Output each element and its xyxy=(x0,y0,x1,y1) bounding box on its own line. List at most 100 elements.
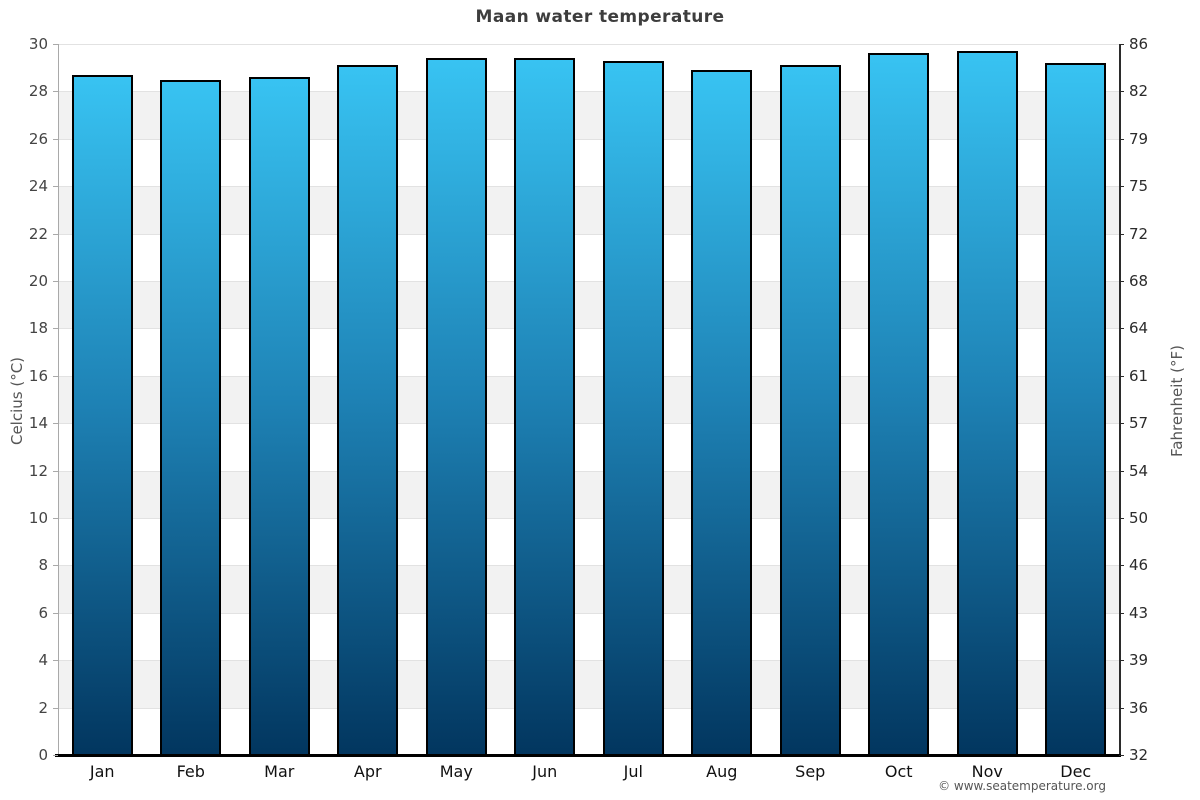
fahrenheit-tick-43: 43 xyxy=(1129,603,1149,622)
x-tick-sep: Sep xyxy=(795,762,826,781)
celsius-tick-22: 22 xyxy=(28,224,48,243)
gridline-6c xyxy=(58,612,1120,614)
fahrenheit-tick-79: 79 xyxy=(1129,129,1149,148)
x-tick-apr: Apr xyxy=(353,762,382,781)
bar-jul xyxy=(602,60,664,755)
bar-oct xyxy=(868,53,930,755)
celsius-tick-mark xyxy=(53,44,58,45)
x-tick-aug: Aug xyxy=(706,762,738,781)
celsius-tick-2: 2 xyxy=(38,698,48,717)
gridline-12c xyxy=(58,470,1120,472)
fahrenheit-tick-mark xyxy=(1119,233,1124,235)
fahrenheit-tick-39: 39 xyxy=(1129,651,1149,670)
fahrenheit-tick-86: 86 xyxy=(1129,35,1149,53)
copyright-text: © www.seatemperature.org xyxy=(938,779,1106,793)
x-tick-oct: Oct xyxy=(884,762,913,781)
celsius-tick-10: 10 xyxy=(28,509,48,527)
celsius-tick-mark xyxy=(53,281,58,282)
celsius-tick-30: 30 xyxy=(28,35,48,53)
bar-dec xyxy=(1045,62,1107,755)
fahrenheit-tick-mark xyxy=(1119,186,1124,188)
celsius-tick-24: 24 xyxy=(28,177,48,196)
fahrenheit-tick-mark xyxy=(1119,660,1124,662)
fahrenheit-tick-mark xyxy=(1119,612,1124,614)
celsius-tick-20: 20 xyxy=(28,272,48,290)
celsius-tick-mark xyxy=(53,423,58,425)
celsius-tick-mark xyxy=(53,518,58,519)
plot-area xyxy=(58,44,1120,755)
fahrenheit-tick-46: 46 xyxy=(1129,556,1149,575)
gridline-8c xyxy=(58,565,1120,567)
celsius-tick-mark xyxy=(53,375,58,377)
gridline-14c xyxy=(58,423,1120,425)
x-tick-may: May xyxy=(439,762,473,781)
celsius-tick-mark xyxy=(53,660,58,662)
y-axis-label-celsius: Celcius (°C) xyxy=(8,356,26,446)
fahrenheit-tick-mark xyxy=(1119,518,1124,519)
fahrenheit-tick-32: 32 xyxy=(1129,746,1149,764)
fahrenheit-tick-72: 72 xyxy=(1129,224,1149,243)
background-band xyxy=(58,375,1120,424)
fahrenheit-tick-mark xyxy=(1119,470,1124,472)
fahrenheit-tick-50: 50 xyxy=(1129,509,1149,527)
celsius-tick-12: 12 xyxy=(28,461,48,480)
celsius-tick-14: 14 xyxy=(28,414,48,433)
bar-nov xyxy=(956,51,1018,755)
background-band xyxy=(58,660,1120,708)
bar-apr xyxy=(337,65,399,755)
celsius-tick-6: 6 xyxy=(38,603,48,622)
y-axis-line-left xyxy=(58,44,59,755)
gridline-20c xyxy=(58,281,1120,282)
fahrenheit-tick-57: 57 xyxy=(1129,414,1149,433)
fahrenheit-tick-mark xyxy=(1119,281,1124,282)
celsius-tick-mark xyxy=(53,233,58,235)
bar-jun xyxy=(514,58,576,755)
fahrenheit-tick-mark xyxy=(1119,707,1124,709)
fahrenheit-tick-mark xyxy=(1119,423,1124,425)
celsius-tick-26: 26 xyxy=(28,129,48,148)
fahrenheit-tick-mark xyxy=(1119,44,1124,45)
x-tick-feb: Feb xyxy=(176,762,205,781)
fahrenheit-tick-68: 68 xyxy=(1129,272,1149,290)
fahrenheit-tick-mark xyxy=(1119,328,1124,330)
celsius-tick-mark xyxy=(53,91,58,93)
fahrenheit-tick-54: 54 xyxy=(1129,461,1149,480)
fahrenheit-tick-64: 64 xyxy=(1129,319,1149,338)
gridline-24c xyxy=(58,186,1120,188)
x-tick-nov: Nov xyxy=(971,762,1003,781)
bar-may xyxy=(425,58,487,755)
celsius-tick-18: 18 xyxy=(28,319,48,338)
fahrenheit-tick-75: 75 xyxy=(1129,177,1149,196)
x-tick-jul: Jul xyxy=(623,762,643,781)
celsius-tick-16: 16 xyxy=(28,366,48,385)
gridline-26c xyxy=(58,138,1120,140)
celsius-tick-mark xyxy=(53,755,58,756)
x-tick-jun: Jun xyxy=(532,762,558,781)
fahrenheit-tick-mark xyxy=(1119,375,1124,377)
celsius-tick-mark xyxy=(53,328,58,330)
bar-feb xyxy=(160,79,222,755)
bar-jan xyxy=(71,74,133,755)
background-band xyxy=(58,565,1120,613)
celsius-tick-mark xyxy=(53,470,58,472)
celsius-tick-mark xyxy=(53,565,58,567)
fahrenheit-tick-mark xyxy=(1119,91,1124,93)
background-band xyxy=(58,186,1120,234)
celsius-tick-28: 28 xyxy=(28,82,48,101)
bar-aug xyxy=(691,70,753,755)
gridline-30c xyxy=(58,44,1120,45)
celsius-tick-8: 8 xyxy=(38,556,48,575)
gridline-10c xyxy=(58,518,1120,519)
gridline-4c xyxy=(58,660,1120,662)
x-tick-dec: Dec xyxy=(1060,762,1092,781)
bar-sep xyxy=(779,65,841,755)
fahrenheit-tick-mark xyxy=(1119,755,1124,756)
background-band xyxy=(58,281,1120,329)
fahrenheit-tick-82: 82 xyxy=(1129,82,1149,101)
gridline-2c xyxy=(58,707,1120,709)
bar-mar xyxy=(248,77,310,755)
fahrenheit-tick-61: 61 xyxy=(1129,366,1149,385)
y-axis-line-right xyxy=(1119,44,1121,757)
x-tick-mar: Mar xyxy=(264,762,295,781)
